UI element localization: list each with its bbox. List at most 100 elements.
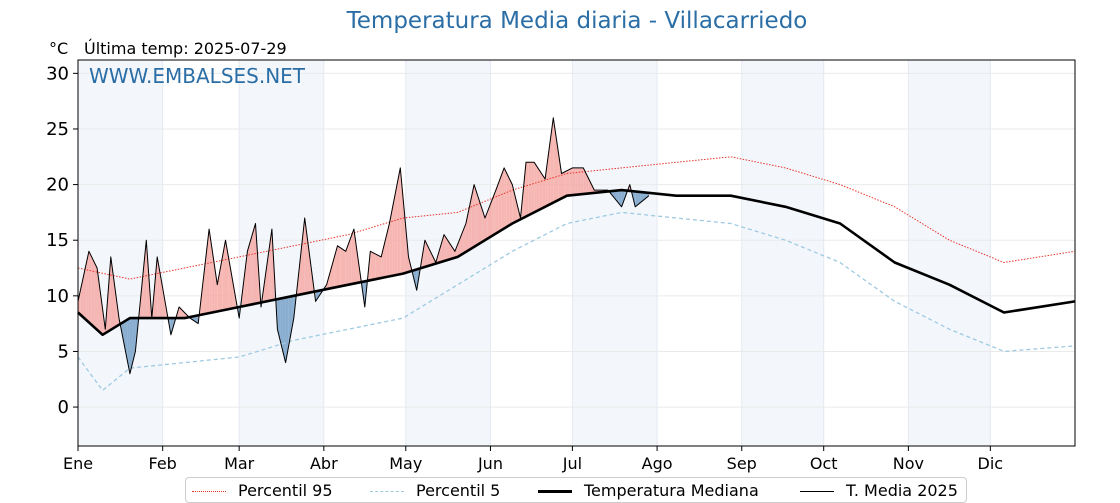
- above-median-fill: [91, 256, 95, 328]
- above-median-fill: [479, 201, 483, 244]
- above-median-fill: [504, 167, 507, 229]
- last-temp-label: Última temp: 2025-07-29: [84, 39, 287, 58]
- legend-item-median: Temperatura Mediana: [538, 481, 759, 500]
- above-median-fill: [340, 247, 343, 287]
- above-median-fill: [375, 254, 379, 280]
- above-median-fill: [299, 243, 302, 295]
- above-median-fill: [146, 240, 149, 319]
- above-median-fill: [353, 229, 357, 284]
- p5-line: [77, 211, 1076, 392]
- y-axis-unit: °C: [49, 39, 69, 58]
- above-median-fill: [580, 167, 584, 195]
- below-median-fill: [170, 318, 174, 335]
- above-median-fill: [476, 192, 480, 246]
- x-tick-label: Mar: [224, 454, 255, 473]
- above-median-fill: [143, 240, 147, 319]
- above-median-fill: [255, 223, 259, 304]
- above-median-fill: [394, 181, 398, 276]
- x-tick-label: May: [389, 454, 422, 473]
- anomaly-fills: [78, 117, 649, 374]
- above-median-fill: [454, 244, 458, 258]
- above-median-fill: [383, 234, 387, 278]
- below-median-fill: [414, 269, 417, 291]
- legend-label-p95: Percentil 95: [238, 481, 333, 500]
- x-tick-label: Feb: [149, 454, 177, 473]
- above-median-fill: [564, 170, 567, 198]
- watermark: WWW.EMBALSES.NET: [89, 64, 306, 88]
- x-tick-label: Dic: [978, 454, 1004, 473]
- above-median-fill: [88, 251, 92, 325]
- above-median-fill: [108, 256, 111, 332]
- above-median-fill: [550, 117, 554, 205]
- legend-swatch-2025: [800, 491, 834, 492]
- above-median-fill: [307, 238, 311, 293]
- month-band: [78, 60, 163, 446]
- below-median-fill: [638, 191, 641, 205]
- above-median-fill: [370, 251, 373, 281]
- x-tick-label: Jul: [562, 454, 582, 473]
- below-median-fill: [285, 296, 289, 363]
- above-median-fill: [345, 243, 349, 286]
- above-median-fill: [457, 237, 461, 257]
- above-median-fill: [94, 262, 98, 330]
- above-median-fill: [561, 172, 565, 199]
- above-median-fill: [231, 271, 234, 309]
- above-median-fill: [113, 277, 117, 329]
- above-median-fill: [498, 175, 502, 232]
- y-tick-label: 30: [46, 63, 69, 84]
- month-band: [908, 60, 991, 446]
- above-median-fill: [266, 248, 270, 302]
- below-median-fill: [280, 298, 283, 352]
- y-tick-label: 15: [46, 230, 69, 251]
- above-median-fill: [441, 234, 444, 262]
- above-median-fill: [577, 167, 581, 195]
- above-median-fill: [252, 223, 256, 305]
- above-median-fill: [438, 243, 442, 263]
- above-median-fill: [534, 162, 537, 213]
- y-tick-label: 10: [46, 286, 69, 307]
- above-median-fill: [539, 170, 543, 210]
- below-median-fill: [127, 318, 130, 374]
- above-median-fill: [545, 158, 548, 207]
- above-median-fill: [430, 251, 434, 266]
- above-median-fill: [444, 234, 447, 262]
- below-median-fill: [315, 290, 319, 302]
- above-median-fill: [506, 173, 510, 227]
- above-median-fill: [198, 300, 201, 324]
- below-median-fill: [282, 297, 286, 363]
- below-median-fill: [618, 190, 622, 207]
- above-median-fill: [140, 268, 144, 319]
- above-median-fill: [474, 184, 477, 247]
- x-tick-label: Sep: [727, 454, 757, 473]
- y-tick-label: 0: [58, 397, 69, 418]
- x-tick-label: Jun: [477, 454, 503, 473]
- above-median-fill: [351, 229, 354, 285]
- below-median-fill: [291, 295, 294, 333]
- y-tick-label: 5: [58, 341, 69, 362]
- legend-item-2025: T. Media 2025: [800, 481, 958, 500]
- above-median-fill: [348, 236, 352, 285]
- y-tick-label: 25: [46, 119, 69, 140]
- legend-swatch-p95: [192, 491, 226, 492]
- legend-label-2025: T. Media 2025: [846, 481, 958, 500]
- month-band: [741, 60, 824, 446]
- above-median-fill: [515, 195, 518, 223]
- above-median-fill: [209, 229, 212, 314]
- above-median-fill: [523, 162, 526, 218]
- above-median-fill: [214, 266, 218, 312]
- above-median-fill: [485, 211, 488, 241]
- x-tick-label: Oct: [810, 454, 838, 473]
- above-median-fill: [222, 240, 226, 311]
- above-median-fill: [86, 251, 89, 323]
- above-median-fill: [509, 179, 513, 226]
- above-median-fill: [531, 162, 535, 214]
- above-median-fill: [392, 195, 395, 276]
- above-median-fill: [250, 232, 253, 305]
- legend-swatch-p5: [370, 491, 404, 492]
- above-median-fill: [389, 209, 393, 277]
- below-median-fill: [124, 319, 128, 360]
- above-median-fill: [329, 265, 332, 289]
- above-median-fill: [337, 245, 341, 287]
- below-median-fill: [621, 190, 625, 207]
